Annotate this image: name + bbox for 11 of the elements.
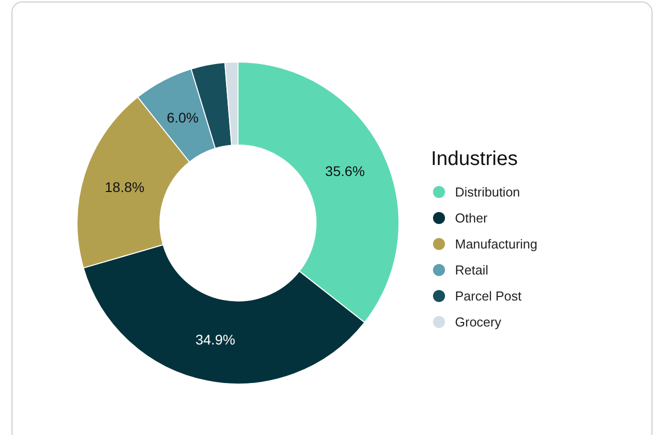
legend-title: Industries xyxy=(431,148,518,170)
legend-label: Grocery xyxy=(455,314,502,330)
data-label: 34.9% xyxy=(195,332,236,348)
data-label: 35.6% xyxy=(325,162,365,179)
data-label: 6.0% xyxy=(166,110,199,126)
legend-label: Parcel Post xyxy=(455,288,522,304)
data-label: 18.8% xyxy=(104,178,144,195)
legend-label: Retail xyxy=(455,262,488,278)
legend-label: Manufacturing xyxy=(455,236,538,252)
legend-label: Other xyxy=(455,210,488,226)
legend-label: Distribution xyxy=(455,184,520,200)
